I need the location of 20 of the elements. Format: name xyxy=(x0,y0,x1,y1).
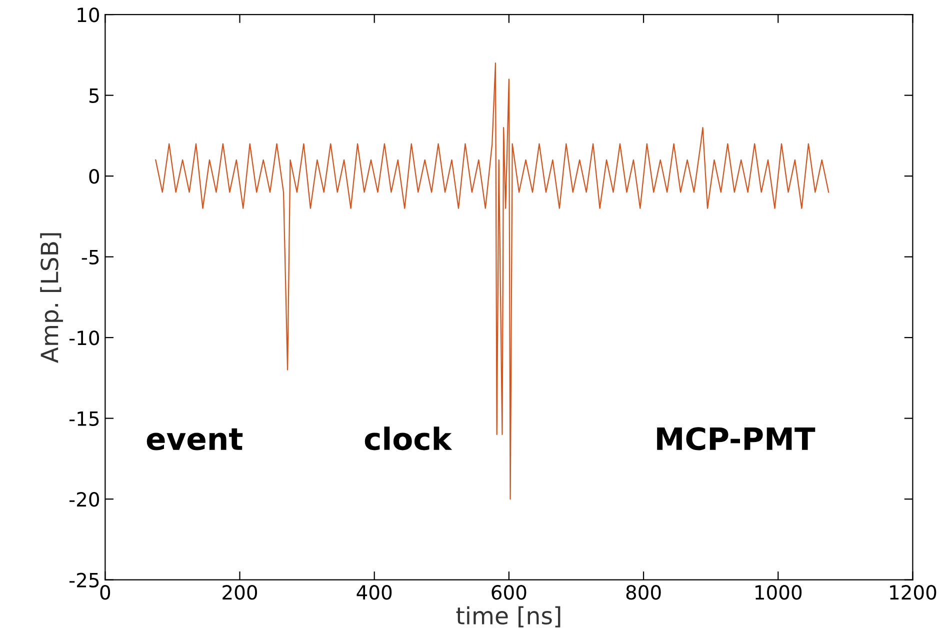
x-tick-label: 1000 xyxy=(756,585,802,600)
y-tick-label: 10 xyxy=(78,8,100,22)
x-tick-label: 400 xyxy=(356,585,392,600)
y-tick-label: -25 xyxy=(70,572,99,588)
y-tick-label: -15 xyxy=(70,412,99,426)
y-tick-label: -5 xyxy=(82,250,99,264)
y-axis-title: Amp. [LSB] xyxy=(40,233,63,363)
y-tick-label: 0 xyxy=(89,169,100,184)
annotation: MCP-PMT xyxy=(657,427,816,450)
annotation: clock xyxy=(364,426,452,450)
y-tick-label: -10 xyxy=(70,330,100,346)
x-tick-label: 200 xyxy=(222,585,258,600)
y-tick-label: -20 xyxy=(70,492,100,507)
x-tick-label: 0 xyxy=(100,585,110,600)
x-tick-label: 800 xyxy=(626,585,661,600)
y-tick-label: 5 xyxy=(89,88,99,103)
annotation: event xyxy=(146,428,243,450)
x-tick-label: 1200 xyxy=(890,585,936,600)
x-tick-label: 600 xyxy=(492,585,526,600)
x-axis-title: time [ns] xyxy=(456,606,560,628)
